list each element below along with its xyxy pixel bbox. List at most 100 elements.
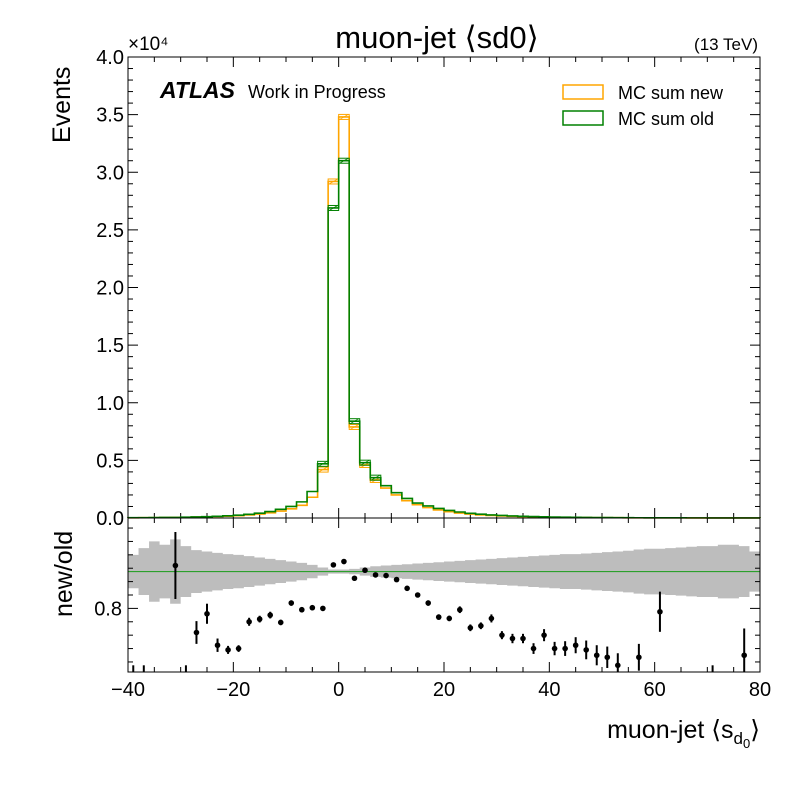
ratio-points — [132, 532, 747, 672]
ratio-data-point — [372, 572, 379, 578]
y-exponent-label: ×10⁴ — [128, 34, 168, 55]
ratio-data-point — [383, 572, 389, 579]
ratio-data-point — [172, 562, 179, 569]
ratio-data-point — [299, 606, 305, 613]
chart-title: muon-jet ⟨sd0⟩ — [335, 20, 538, 55]
x-tick-label: −20 — [216, 679, 250, 701]
mc-uncertainty-hatch — [339, 114, 349, 120]
main-y-ticks: 0.0 0.5 1.0 1.5 2.0 2.5 3.0 3.5 4.0 — [96, 47, 761, 530]
ratio-data-point — [551, 645, 558, 652]
ratio-data-point — [267, 612, 274, 618]
ratio-data-point — [478, 623, 484, 629]
ratio-data-point — [572, 642, 579, 649]
ratio-ticks: −40 −20 0 20 40 60 80 0.8 — [94, 518, 771, 701]
ratio-data-point — [330, 562, 337, 568]
main-y-tick-label: 1.0 — [96, 393, 124, 415]
ratio-data-point — [615, 662, 621, 669]
main-histograms — [127, 113, 761, 519]
mc-uncertainty-hatch — [328, 205, 338, 211]
x-axis-title-subsub: 0 — [743, 736, 750, 751]
x-axis-title-sub: d — [734, 729, 743, 748]
mc-uncertainty-box — [359, 459, 371, 466]
ratio-data-point — [530, 645, 537, 652]
main-y-tick-label: 0.5 — [96, 450, 124, 472]
ratio-data-point — [593, 652, 600, 659]
mc-uncertainty-hatch — [318, 460, 328, 467]
ratio-data-point — [256, 616, 263, 622]
ratio-data-point — [562, 645, 568, 652]
legend: MC sum new MC sum old — [562, 83, 724, 129]
ratio-data-point — [499, 632, 505, 638]
ratio-data-point — [288, 600, 295, 606]
x-axis-title: muon-jet ⟨sd0⟩ — [607, 716, 760, 751]
mc-uncertainty-hatch — [360, 459, 370, 466]
main-y-tick-label: 4.0 — [96, 47, 124, 69]
main-y-tick-label: 2.0 — [96, 278, 124, 300]
mc-uncertainty-hatch — [349, 424, 359, 430]
x-tick-label: 20 — [433, 679, 455, 701]
mc-uncertainty-box — [348, 418, 361, 425]
ratio-data-point — [541, 632, 547, 638]
ratio-data-point — [277, 619, 284, 626]
ratio-data-point — [320, 605, 326, 612]
y-axis-title: Events — [48, 67, 76, 143]
x-tick-label: 40 — [538, 679, 560, 701]
legend-label-old: MC sum old — [618, 109, 714, 129]
x-axis-title-main: muon-jet ⟨s — [607, 716, 733, 744]
ratio-panel: −40 −20 0 20 40 60 800.8 new/old muon-jet ⟨sd0… — [50, 517, 771, 751]
x-axis-title-end: ⟩ — [750, 716, 760, 744]
ratio-y-axis-title: new/old — [50, 531, 78, 617]
ratio-data-point — [457, 606, 463, 613]
main-y-tick-label: 3.5 — [96, 105, 124, 127]
ratio-data-point — [446, 615, 453, 622]
legend-swatch-old — [562, 110, 604, 126]
x-tick-label: 60 — [644, 679, 666, 701]
ratio-data-point — [414, 592, 421, 598]
main-y-tick-label: 2.5 — [96, 220, 124, 242]
ratio-data-point — [467, 625, 474, 631]
ratio-data-point — [309, 604, 316, 611]
ratio-data-point — [488, 615, 495, 622]
legend-label-new: MC sum new — [618, 83, 724, 103]
ratio-data-point — [235, 645, 242, 652]
ratio-data-point — [583, 647, 589, 653]
legend-swatch-new — [562, 84, 604, 100]
ratio-data-point — [193, 629, 200, 636]
ratio-data-point — [341, 558, 347, 565]
ratio-data-point — [425, 600, 432, 606]
x-tick-label: 0 — [333, 679, 344, 701]
mc-uncertainty-hatch — [328, 178, 338, 185]
ratio-data-point — [204, 610, 210, 617]
atlas-label: ATLAS — [159, 77, 236, 103]
main-y-tick-label: 1.5 — [96, 335, 124, 357]
ratio-data-point — [435, 614, 442, 620]
mc-uncertainty-box — [369, 474, 382, 481]
ratio-data-point — [604, 654, 611, 661]
mc-uncertainty-box — [338, 113, 350, 120]
mc-uncertainty-box — [327, 204, 340, 211]
main-panel: 0.0 0.5 1.0 1.5 2.0 2.5 3.0 3.5 4.0 ATLAS Work i… — [48, 47, 761, 530]
ratio-data-point — [214, 642, 221, 649]
mc-uncertainty-box — [338, 157, 350, 164]
ratio-plot-frame — [127, 517, 761, 673]
histogram-mc-sum-new — [127, 116, 761, 519]
ratio-y-tick-label: 0.8 — [94, 598, 122, 620]
ratio-data-point — [362, 567, 368, 574]
ratio-data-point — [741, 652, 747, 659]
mc-uncertainty-hatch — [318, 466, 328, 473]
mc-uncertainty-hatch — [349, 418, 359, 425]
ratio-data-point — [636, 654, 642, 661]
ratio-data-point — [246, 618, 252, 625]
mc-uncertainty-box — [317, 460, 329, 467]
ratio-data-point — [351, 575, 358, 582]
ratio-data-point — [393, 576, 400, 583]
ratio-data-point — [657, 608, 663, 615]
mc-uncertainty-hatch — [339, 157, 349, 164]
ratio-data-point — [520, 635, 526, 642]
main-y-tick-label: 3.0 — [96, 162, 124, 184]
x-tick-label: 80 — [749, 679, 771, 701]
main-y-tick-label: 0.0 — [96, 508, 124, 530]
x-tick-label: −40 — [111, 679, 145, 701]
status-label: Work in Progress — [248, 82, 386, 102]
